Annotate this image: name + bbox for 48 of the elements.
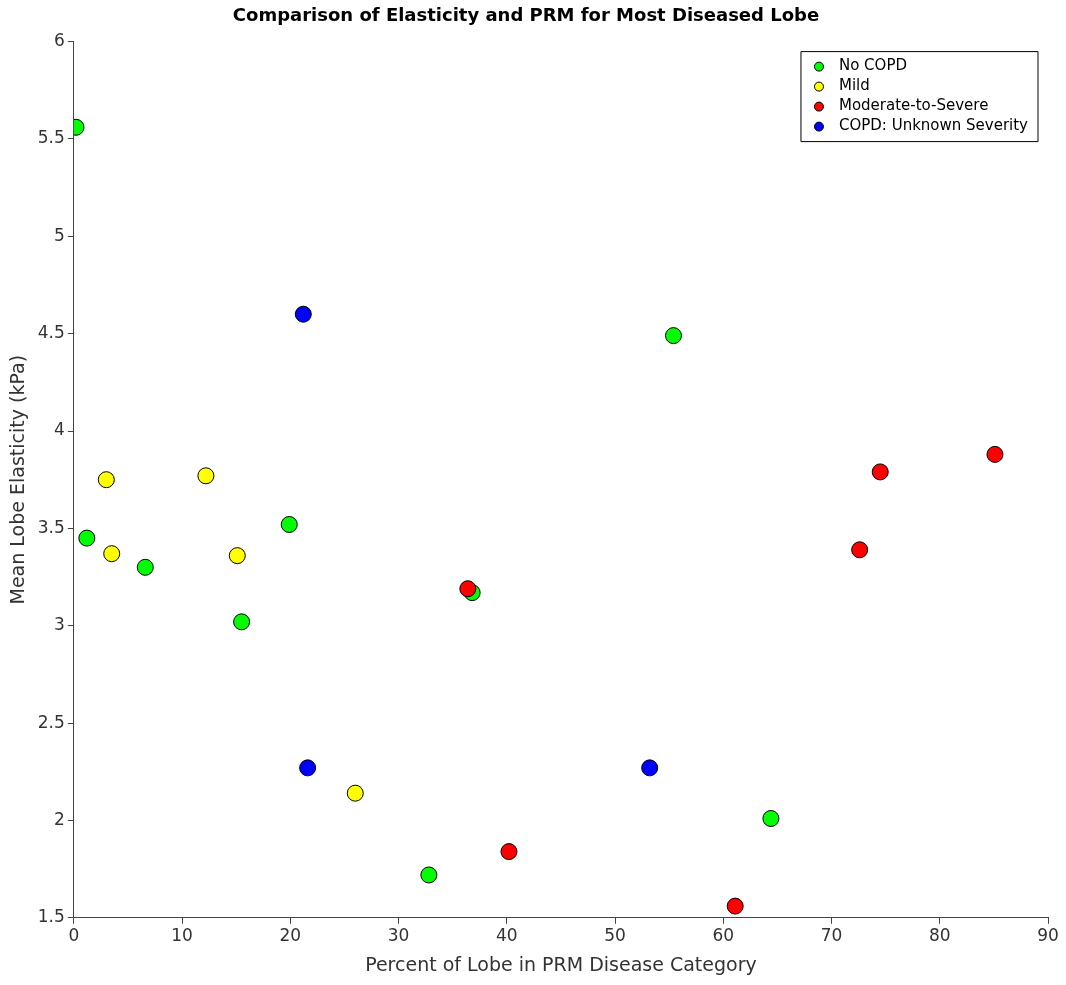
x-tick-label: 0 bbox=[68, 925, 80, 946]
point bbox=[78, 529, 96, 547]
x-tick-label: 20 bbox=[279, 925, 302, 946]
x-tick-label: 60 bbox=[712, 925, 735, 946]
y-tick-label: 4.5 bbox=[37, 322, 65, 343]
y-tick-label: 3 bbox=[54, 614, 65, 635]
y-axis-title: Mean Lobe Elasticity (kPa) bbox=[6, 354, 29, 605]
point bbox=[851, 541, 869, 559]
legend-label: No COPD bbox=[838, 56, 907, 75]
y-tick-label: 4 bbox=[54, 419, 65, 440]
y-tick-label: 1.5 bbox=[37, 906, 65, 927]
legend-label: Mild bbox=[838, 76, 870, 95]
x-axis-title: Percent of Lobe in PRM Disease Category bbox=[365, 952, 757, 975]
point bbox=[197, 467, 215, 485]
point bbox=[459, 580, 477, 598]
point bbox=[726, 897, 744, 915]
point bbox=[664, 327, 682, 345]
y-tick-label: 6 bbox=[54, 30, 65, 51]
x-tick-label: 30 bbox=[387, 925, 410, 946]
point bbox=[346, 784, 364, 802]
point bbox=[136, 558, 154, 576]
point bbox=[871, 463, 889, 481]
point bbox=[103, 545, 121, 563]
y-tick-label: 2 bbox=[54, 808, 65, 829]
point bbox=[299, 759, 317, 777]
legend-label: Moderate-to-Severe bbox=[838, 96, 989, 115]
point bbox=[228, 547, 246, 565]
point bbox=[641, 759, 659, 777]
x-tick-label: 50 bbox=[604, 925, 626, 946]
point bbox=[233, 613, 251, 631]
y-tick-label: 5 bbox=[54, 224, 65, 245]
legend-label: COPD: Unknown Severity bbox=[838, 116, 1029, 135]
x-tick-label: 80 bbox=[928, 925, 951, 946]
chart-title: Comparison of Elasticity and PRM for Most Diseased Lobe bbox=[232, 4, 820, 26]
y-tick-label: 3.5 bbox=[37, 516, 65, 537]
point bbox=[97, 471, 115, 489]
point bbox=[986, 445, 1004, 463]
point bbox=[762, 810, 780, 827]
point bbox=[294, 305, 312, 323]
x-tick-label: 90 bbox=[1037, 925, 1059, 946]
point bbox=[420, 866, 438, 884]
y-tick-label: 5.5 bbox=[37, 127, 65, 148]
y-tick-label: 2.5 bbox=[37, 711, 65, 732]
x-tick-label: 40 bbox=[495, 925, 518, 946]
point bbox=[280, 515, 298, 533]
x-tick-label: 10 bbox=[171, 925, 193, 946]
point bbox=[500, 843, 518, 861]
x-tick-label: 70 bbox=[820, 925, 843, 946]
